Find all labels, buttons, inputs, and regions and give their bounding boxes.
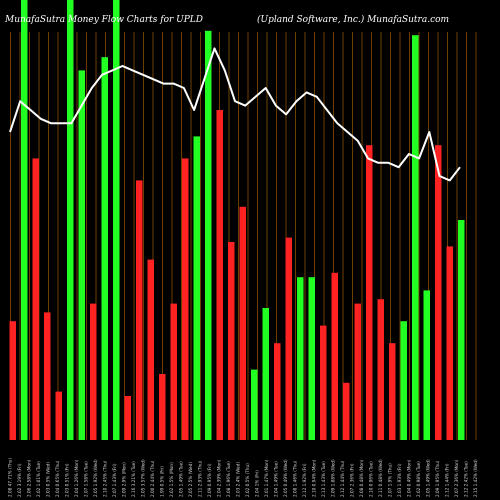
date-label: 2.09 1.95% (Thu) <box>435 460 440 497</box>
date-label: 2.07 1.58% (Tue) <box>84 461 89 497</box>
date-label: 2.07 1.9% (Thu) <box>388 463 393 497</box>
bar <box>67 0 74 440</box>
bar <box>136 180 143 440</box>
date-label: 2.07 2.36% (Mon) <box>454 459 459 497</box>
bar <box>377 299 384 440</box>
date-labels: 2.08 47.71% (Thu) 2.02 3.19% (Fri) 2.06 2.… <box>8 458 479 497</box>
date-label: 2.05 2.5% (Wed) <box>188 462 193 497</box>
bar <box>331 272 338 440</box>
bar <box>182 158 189 440</box>
date-label: 2.03 0.5% (Wed) <box>46 462 51 497</box>
bar <box>159 374 166 440</box>
date-label: 2.08 0.48% (Mon) <box>359 459 364 497</box>
date-label: 2.16 3.21% (Tue) <box>131 461 136 497</box>
bar <box>400 321 407 440</box>
date-label: 2.01 1.47% (Mon) <box>264 459 269 497</box>
bar <box>44 312 51 440</box>
date-label: 2.10 0.94% (Mon) <box>312 459 317 497</box>
bar <box>239 206 246 440</box>
date-label: 2.04 0.65% (Thu) <box>55 460 60 497</box>
bar <box>423 290 430 440</box>
bar <box>366 145 373 440</box>
bar <box>113 0 120 440</box>
bar <box>55 391 62 440</box>
bar <box>274 343 281 440</box>
date-label: 2.04 2.39% (Mon) <box>217 459 222 497</box>
date-label: 2.02 1.01% (Tue) <box>36 461 41 497</box>
date-label: 2.03 1.93% (Fri) <box>397 463 402 497</box>
date-label: 2.15 1.42% (Wed) <box>473 459 478 497</box>
bar <box>343 382 350 440</box>
bar <box>193 136 200 440</box>
date-label: 2.10 0.96% (Tue) <box>369 461 374 497</box>
bar <box>412 35 419 440</box>
date-label: 1.99 0.5% (Fri) <box>160 466 165 497</box>
date-label: 2.12 1.92% (Fri) <box>302 463 307 497</box>
date-label: 2.02 0.5% (Thu) <box>245 463 250 497</box>
date-label: 2.05 1.49% (Tue) <box>179 461 184 497</box>
bar <box>297 277 304 440</box>
date-label: 2.05 3.57% (Wed) <box>141 459 146 497</box>
bar <box>446 246 453 440</box>
chart-header-left: MunafaSutra Money Flow Charts for UPLD <box>4 15 203 25</box>
date-label: 2.00 2.44% (Thu) <box>150 460 155 497</box>
bar <box>9 321 16 440</box>
date-label: 2.03 2.4% (Wed) <box>236 462 241 497</box>
date-label: 2.05 1.49% (Wed) <box>426 459 431 497</box>
bar <box>170 303 177 440</box>
bar <box>21 0 28 440</box>
bar <box>285 237 292 440</box>
bar <box>90 303 97 440</box>
date-label: 2.11 0.48% (Wed) <box>378 459 383 497</box>
date-label: 2.08 1.46% (Thu) <box>293 460 298 497</box>
bars <box>9 0 465 441</box>
date-label: 2.02 3.19% (Fri) <box>17 463 22 497</box>
date-label: 2.04 0.49% (Mon) <box>407 459 412 497</box>
date-label: 2.06 2.58% (Mon) <box>27 459 32 497</box>
date-label: 2.07 2.36% (Fri) <box>350 463 355 497</box>
date-label: 2.04 1.26% (Mon) <box>74 459 79 497</box>
date-label: 2.12 1.44% (Thu) <box>340 460 345 497</box>
bar <box>251 369 258 440</box>
bar <box>101 57 108 440</box>
bar <box>389 343 396 440</box>
bar <box>124 396 131 440</box>
date-label: 2.07 1.43% (Fri) <box>112 463 117 497</box>
bar <box>320 325 327 440</box>
date-label: 2.04 1% (Fri) <box>255 470 260 497</box>
bar <box>216 110 223 440</box>
bar <box>205 30 212 441</box>
date-label: 2.02 0.98% (Tue) <box>416 461 421 497</box>
date-label: 2.11 2.93% (Thu) <box>198 460 203 497</box>
bar <box>228 242 235 440</box>
date-label: 2.04 1.49% (Tue) <box>274 461 279 497</box>
date-label: 2.03 0.51% (Fri) <box>65 463 70 497</box>
date-label: 2.09 0.95% (Fri) <box>207 463 212 497</box>
date-label: 2.09 1.88% (Wed) <box>331 459 336 497</box>
bar <box>147 259 154 440</box>
bar <box>435 145 442 440</box>
date-label: 2.12 2.42% (Tue) <box>464 461 469 497</box>
date-label: 2.08 47.71% (Thu) <box>8 458 13 497</box>
bar <box>32 158 39 440</box>
date-label: 2.05 0.49% (Wed) <box>283 459 288 497</box>
date-label: 2.02 1.5% (Mon) <box>169 462 174 497</box>
date-label: 2.12 1.44% (Fri) <box>445 463 450 497</box>
bar <box>458 220 465 440</box>
bar <box>354 303 361 440</box>
date-label: 2.09 2.9% (Mon) <box>122 462 127 497</box>
date-label: 2.13 1.43% (Tue) <box>321 461 326 497</box>
date-label: 2.05 1.92% (Wed) <box>93 459 98 497</box>
money-flow-line <box>9 47 461 182</box>
date-label: 2.08 1.96% (Tue) <box>226 461 231 497</box>
bar <box>78 70 85 441</box>
money-flow-line-path <box>9 47 461 182</box>
date-label: 2.10 2.45% (Thu) <box>103 460 108 497</box>
bar <box>262 308 269 440</box>
chart-header-right: (Upland Software, Inc.) MunafaSutra.com <box>257 14 449 25</box>
bar <box>308 277 315 440</box>
